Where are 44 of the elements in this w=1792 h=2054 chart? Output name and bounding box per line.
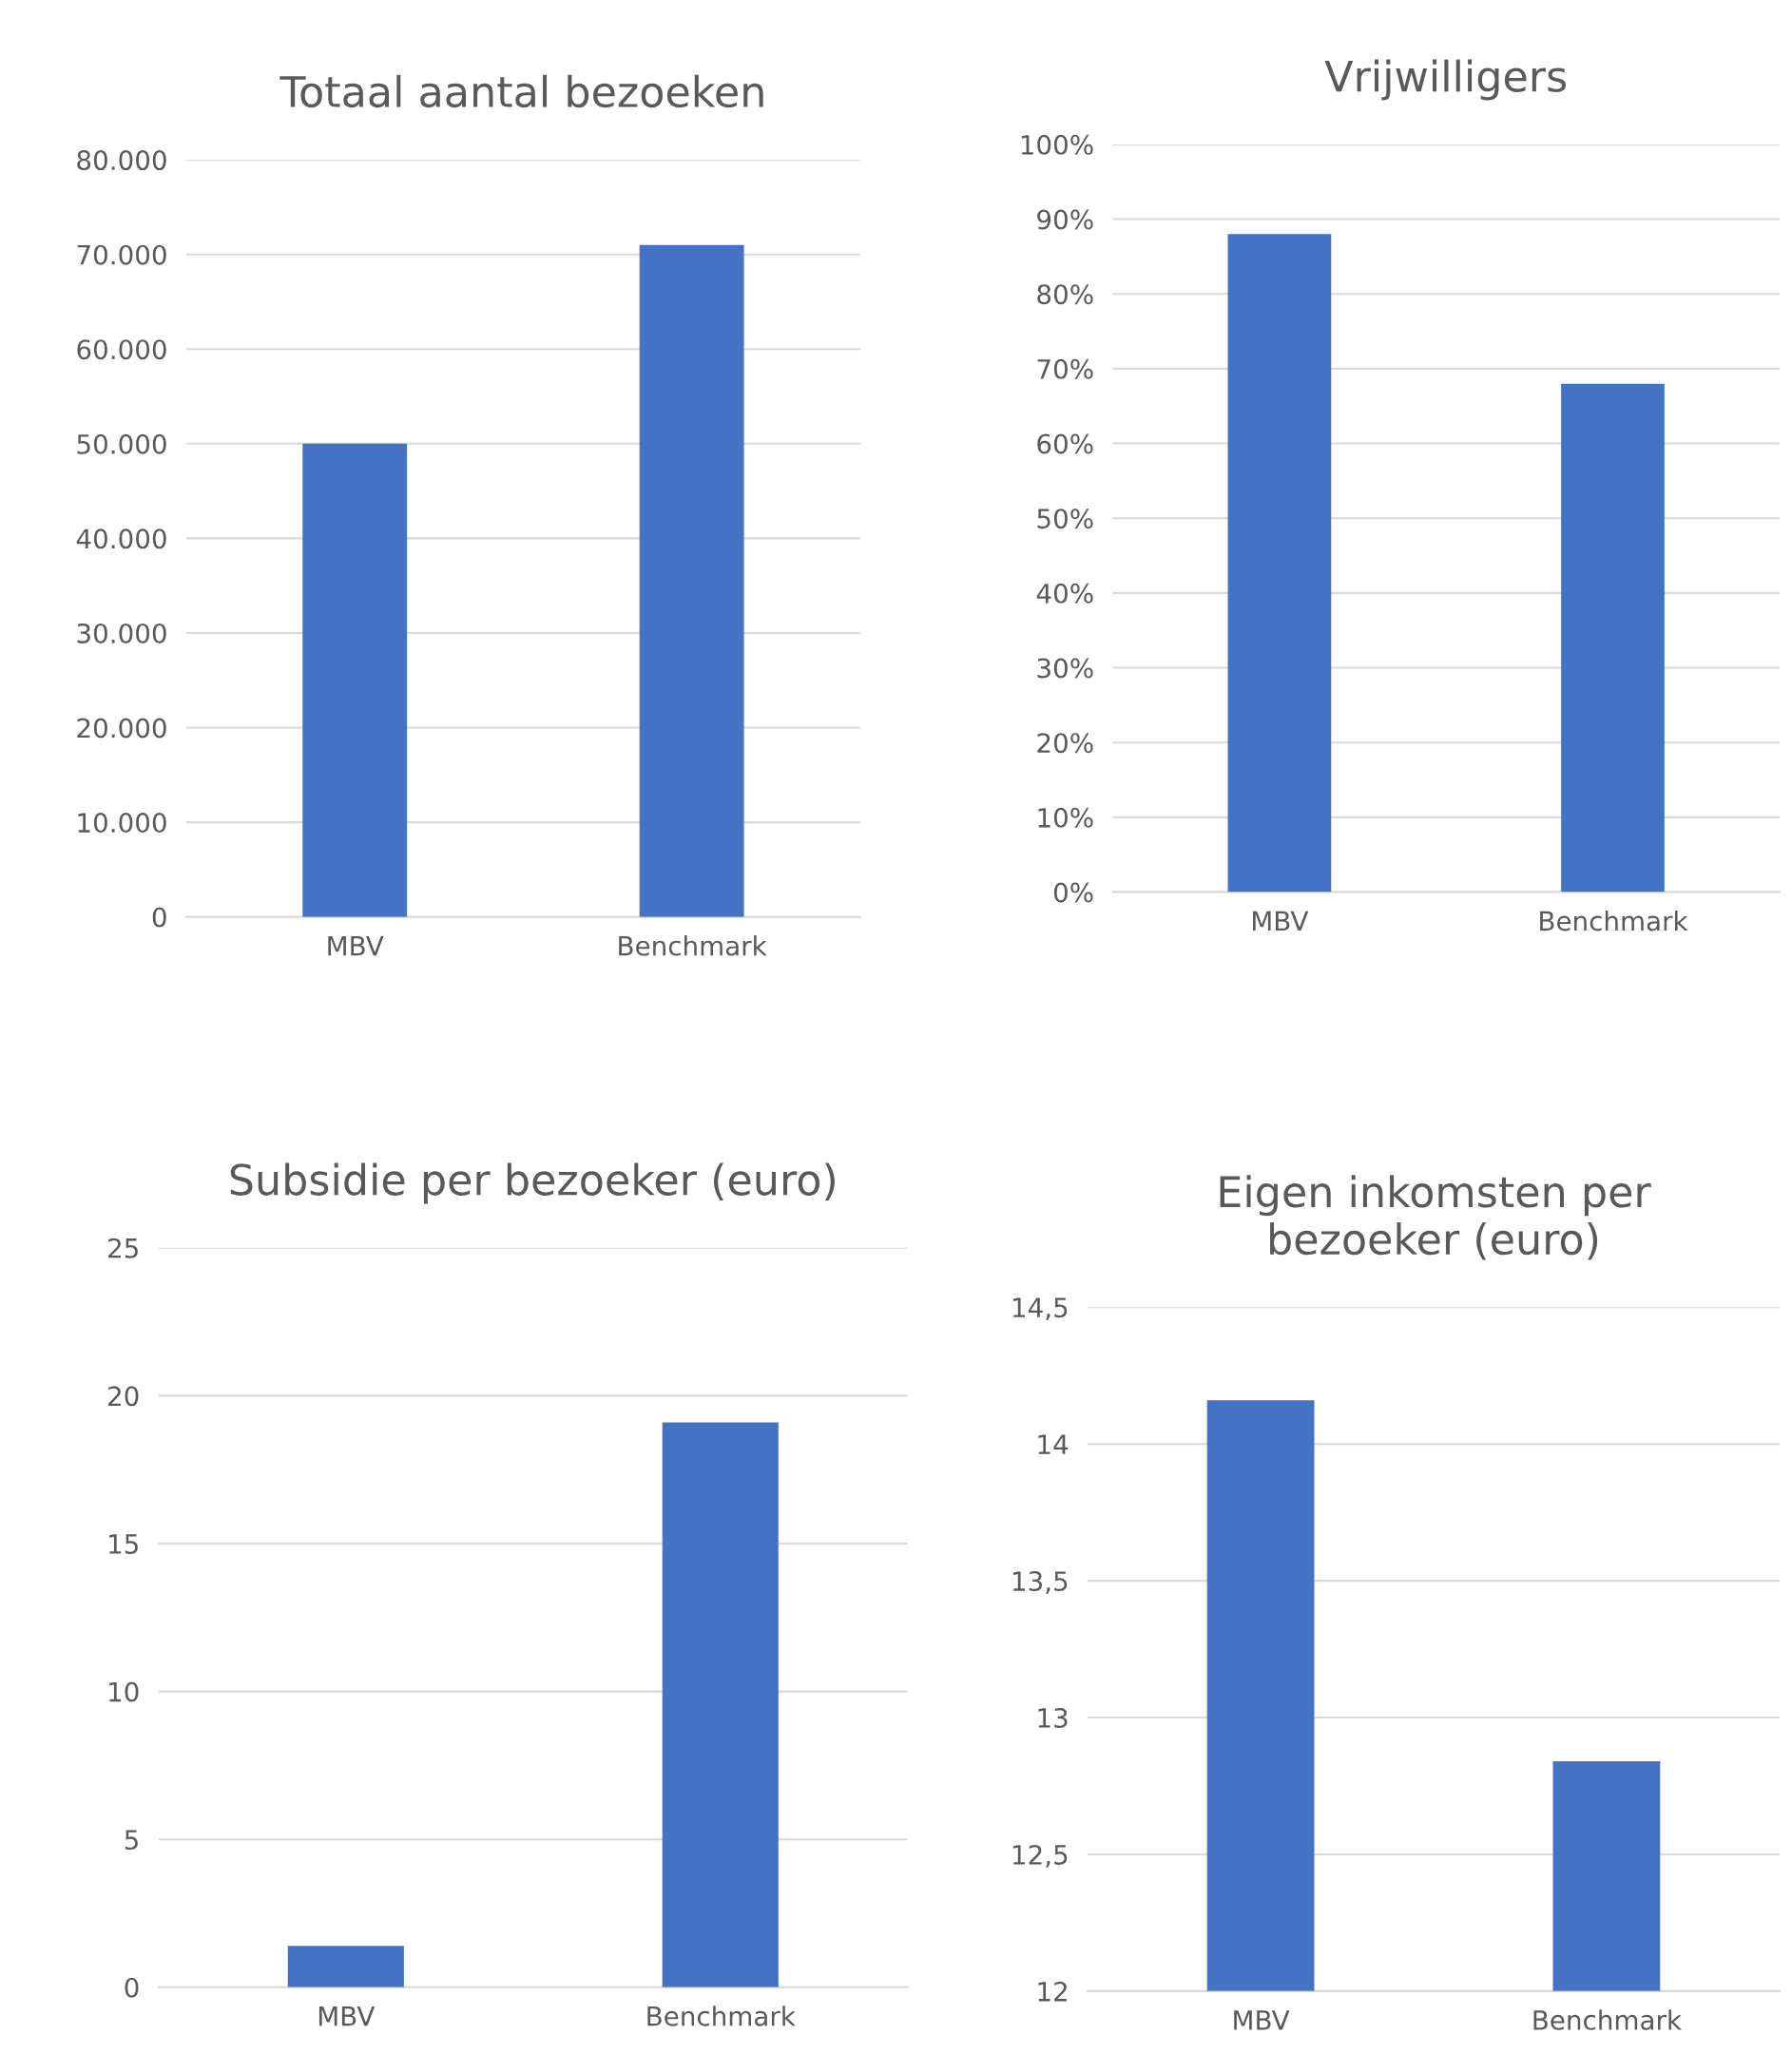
x-tick-label: MBV <box>318 2006 376 2026</box>
y-tick-label: 5 <box>125 1830 138 1851</box>
x-tick-label: Benchmark <box>1540 910 1688 931</box>
y-tick-label: 60.000 <box>77 339 166 360</box>
y-tick-label: 40% <box>1036 583 1093 604</box>
y-tick-label: 50.000 <box>77 433 166 454</box>
y-tick-label: 14,5 <box>1012 1297 1068 1321</box>
chart-title: Vrijwilligers <box>1324 59 1567 101</box>
y-tick-label: 90% <box>1037 209 1093 230</box>
x-tick-label: MBV <box>1253 911 1309 931</box>
y-tick-label: 50% <box>1037 509 1093 529</box>
y-tick-label: 12 <box>1038 1981 1067 2002</box>
y-tick-label: 12,5 <box>1012 1844 1068 1868</box>
y-tick-label: 70.000 <box>77 244 166 265</box>
y-tick-label: 30% <box>1037 658 1093 679</box>
y-tick-label: 100% <box>1021 134 1093 155</box>
y-tick-label: 15 <box>109 1534 138 1554</box>
y-tick-label: 13,5 <box>1012 1571 1068 1594</box>
y-tick-label: 0% <box>1053 882 1093 903</box>
y-tick-label: 25 <box>108 1238 138 1258</box>
y-tick-label: 0 <box>152 907 166 928</box>
y-tick-label: 10.000 <box>78 813 166 834</box>
y-tick-label: 20% <box>1037 733 1093 754</box>
x-tick-label: Benchmark <box>647 2006 796 2026</box>
chart-title: Totaal aantal bezoeken <box>279 74 763 108</box>
chart-title: Eigen inkomsten per bezoeker (euro) <box>1220 1175 1651 1260</box>
y-tick-label: 13 <box>1038 1707 1068 1728</box>
y-tick-label: 40.000 <box>76 528 166 549</box>
x-tick-label: MBV <box>1234 2010 1290 2030</box>
chart-title: Subsidie per bezoeker (euro) <box>230 1162 835 1204</box>
y-tick-label: 60% <box>1037 433 1093 454</box>
y-tick-label: 80.000 <box>77 150 166 171</box>
y-tick-label: 30.000 <box>77 623 166 643</box>
y-tick-label: 20 <box>108 1386 139 1407</box>
y-tick-label: 80% <box>1037 284 1093 305</box>
y-tick-label: 70% <box>1037 358 1093 379</box>
x-tick-label: Benchmark <box>1533 2009 1682 2030</box>
x-tick-label: Benchmark <box>619 935 767 956</box>
y-tick-label: 20.000 <box>77 718 166 739</box>
y-tick-label: 14 <box>1038 1434 1069 1454</box>
y-tick-label: 10 <box>109 1681 139 1702</box>
y-tick-label: 0 <box>125 1977 139 1998</box>
y-tick-label: 10% <box>1038 807 1093 828</box>
x-tick-label: MBV <box>328 935 384 956</box>
